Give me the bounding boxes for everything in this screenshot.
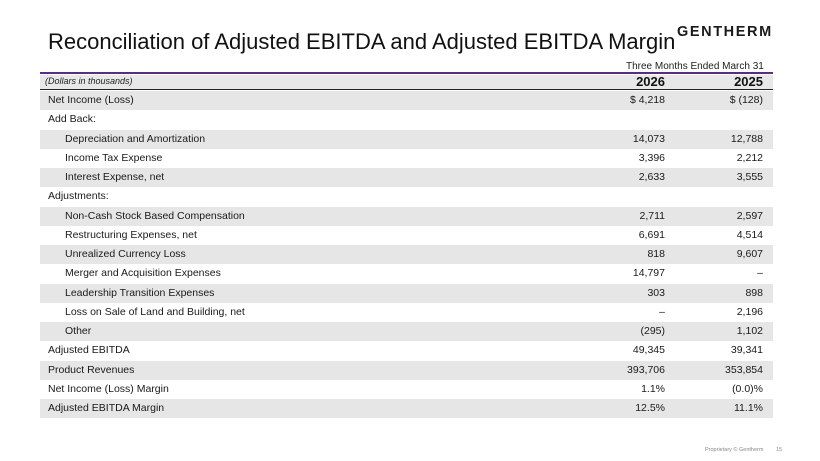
- table-row: Restructuring Expenses, net 6,691 4,514: [40, 226, 773, 245]
- value-2026: 14,797: [632, 267, 665, 280]
- row-label: Product Revenues: [48, 363, 135, 376]
- value-2026: 303: [647, 286, 665, 299]
- value-2025: –: [757, 267, 763, 280]
- value-2026: (295): [640, 325, 665, 337]
- value-2025: 12,788: [730, 132, 763, 145]
- value-2025: 2,597: [736, 209, 763, 222]
- column-header-2026: 2026: [636, 74, 665, 89]
- value-2025: $ (128): [729, 94, 763, 106]
- period-label: Three Months Ended March 31: [626, 61, 764, 72]
- value-2025: 11.1%: [734, 402, 763, 414]
- value-2026: 12.5%: [635, 402, 665, 414]
- header-divider: [40, 72, 773, 74]
- row-label: Adjusted EBITDA Margin: [48, 402, 165, 414]
- value-2026: 2,633: [638, 171, 665, 183]
- table-header: (Dollars in thousands) 2026 2025: [40, 74, 773, 90]
- table-row: Add Back:: [40, 110, 773, 129]
- row-label: Net Income (Loss) Margin: [48, 382, 169, 395]
- column-header-2025: 2025: [734, 74, 763, 89]
- value-2026: –: [659, 305, 665, 318]
- row-label: Non-Cash Stock Based Compensation: [65, 209, 245, 222]
- row-label: Income Tax Expense: [65, 151, 163, 164]
- table-row: Income Tax Expense 3,396 2,212: [40, 149, 773, 168]
- value-2025: (0.0)%: [732, 382, 763, 395]
- value-2026: 2,711: [639, 209, 666, 222]
- value-2026: 1.1%: [641, 382, 665, 395]
- row-label: Add Back:: [48, 113, 96, 126]
- row-label: Restructuring Expenses, net: [65, 228, 197, 241]
- table-row: Leadership Transition Expenses 303 898: [40, 283, 773, 303]
- reconciliation-table: Net Income (Loss) $ 4,218 $ (128) Add Ba…: [40, 91, 773, 419]
- value-2025: 2,196: [736, 305, 763, 318]
- proprietary-notice: Proprietary © Gentherm: [705, 447, 764, 453]
- value-2026: 818: [647, 248, 665, 260]
- table-row: Interest Expense, net 2,633 3,555: [40, 168, 773, 188]
- value-2025: 9,607: [736, 248, 763, 260]
- value-2026: $ 4,218: [629, 94, 665, 106]
- table-row: Loss on Sale of Land and Building, net –…: [40, 303, 773, 322]
- units-label: (Dollars in thousands): [45, 76, 133, 86]
- row-label: Leadership Transition Expenses: [65, 286, 215, 299]
- table-row: Depreciation and Amortization 14,073 12,…: [40, 129, 773, 149]
- table-row: Unrealized Currency Loss 818 9,607: [40, 245, 773, 265]
- table-row: Product Revenues 393,706 353,854: [40, 360, 773, 380]
- table-row: Merger and Acquisition Expenses 14,797 –: [40, 264, 773, 283]
- value-2025: 1,102: [736, 325, 763, 337]
- table-row: Adjusted EBITDA 49,345 39,341: [40, 341, 773, 360]
- value-2025: 4,514: [736, 228, 763, 241]
- table-row: Other (295) 1,102: [40, 322, 773, 342]
- value-2025: 2,212: [736, 151, 763, 164]
- row-label: Adjustments:: [48, 190, 109, 203]
- table-row: Adjusted EBITDA Margin 12.5% 11.1%: [40, 399, 773, 419]
- value-2026: 49,345: [632, 344, 665, 357]
- gentherm-logo: GENTHERM: [677, 24, 773, 40]
- value-2025: 39,341: [730, 344, 763, 357]
- value-2026: 3,396: [638, 151, 665, 164]
- page-number: 15: [776, 447, 783, 453]
- row-label: Loss on Sale of Land and Building, net: [65, 305, 245, 318]
- row-label: Unrealized Currency Loss: [65, 248, 186, 260]
- page-title: Reconciliation of Adjusted EBITDA and Ad…: [48, 29, 676, 54]
- value-2026: 393,706: [627, 363, 665, 376]
- value-2025: 898: [745, 286, 763, 299]
- value-2025: 353,854: [725, 363, 763, 376]
- row-label: Net Income (Loss): [48, 94, 134, 106]
- row-label: Merger and Acquisition Expenses: [65, 267, 221, 280]
- value-2025: 3,555: [736, 171, 763, 183]
- row-label: Interest Expense, net: [65, 171, 165, 183]
- value-2026: 14,073: [632, 132, 665, 145]
- table-row: Adjustments:: [40, 187, 773, 206]
- row-label: Adjusted EBITDA: [48, 344, 130, 357]
- table-row: Net Income (Loss) Margin 1.1% (0.0)%: [40, 380, 773, 399]
- row-label: Depreciation and Amortization: [65, 132, 206, 145]
- table-row: Non-Cash Stock Based Compensation 2,711 …: [40, 206, 773, 226]
- table-row: Net Income (Loss) $ 4,218 $ (128): [40, 91, 773, 111]
- row-label: Other: [65, 325, 92, 337]
- value-2026: 6,691: [638, 228, 665, 241]
